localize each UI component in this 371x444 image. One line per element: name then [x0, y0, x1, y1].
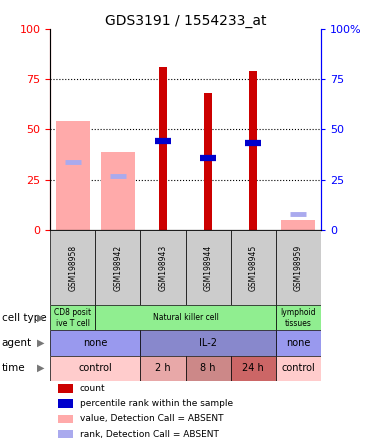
Text: none: none	[286, 338, 311, 348]
Text: CD8 posit
ive T cell: CD8 posit ive T cell	[54, 308, 91, 328]
Text: control: control	[282, 363, 315, 373]
Text: GSM198944: GSM198944	[204, 245, 213, 291]
Bar	[276, 356, 321, 381]
Text: 2 h: 2 h	[155, 363, 171, 373]
Bar	[58, 384, 73, 392]
Bar	[159, 67, 167, 230]
Bar	[140, 356, 186, 381]
Text: ▶: ▶	[37, 363, 45, 373]
Text: count: count	[80, 384, 105, 393]
Text: IL-2: IL-2	[199, 338, 217, 348]
Text: lymphoid
tissues: lymphoid tissues	[280, 308, 316, 328]
Bar	[249, 71, 257, 230]
Text: value, Detection Call = ABSENT: value, Detection Call = ABSENT	[80, 414, 223, 424]
Text: percentile rank within the sample: percentile rank within the sample	[80, 399, 233, 408]
Bar	[276, 330, 321, 356]
Bar	[50, 330, 140, 356]
Text: agent: agent	[2, 338, 32, 348]
Text: GSM198958: GSM198958	[68, 245, 77, 291]
Bar	[231, 230, 276, 305]
Text: 8 h: 8 h	[200, 363, 216, 373]
Bar	[50, 356, 140, 381]
Text: ▶: ▶	[37, 338, 45, 348]
Bar	[276, 305, 321, 330]
Bar	[231, 356, 276, 381]
Bar	[140, 330, 276, 356]
Text: time: time	[2, 363, 26, 373]
Bar	[95, 230, 140, 305]
Text: control: control	[78, 363, 112, 373]
Bar	[140, 230, 186, 305]
Bar	[276, 230, 321, 305]
Text: none: none	[83, 338, 108, 348]
Text: GSM198959: GSM198959	[294, 245, 303, 291]
Bar	[58, 430, 73, 438]
Text: cell type: cell type	[2, 313, 46, 323]
Bar	[56, 121, 89, 230]
Bar	[95, 305, 276, 330]
Bar	[186, 230, 231, 305]
Bar	[50, 305, 95, 330]
Bar	[58, 415, 73, 423]
Bar	[186, 356, 231, 381]
Text: rank, Detection Call = ABSENT: rank, Detection Call = ABSENT	[80, 430, 219, 439]
Bar	[58, 400, 73, 408]
Text: Natural killer cell: Natural killer cell	[152, 313, 219, 322]
Text: ▶: ▶	[37, 313, 45, 323]
Bar	[282, 220, 315, 230]
Bar	[101, 151, 135, 230]
Bar	[50, 230, 95, 305]
Text: GSM198942: GSM198942	[113, 245, 122, 291]
Text: GSM198943: GSM198943	[158, 245, 167, 291]
Text: GSM198945: GSM198945	[249, 245, 258, 291]
Text: GDS3191 / 1554233_at: GDS3191 / 1554233_at	[105, 14, 266, 28]
Bar	[204, 93, 212, 230]
Text: 24 h: 24 h	[242, 363, 264, 373]
